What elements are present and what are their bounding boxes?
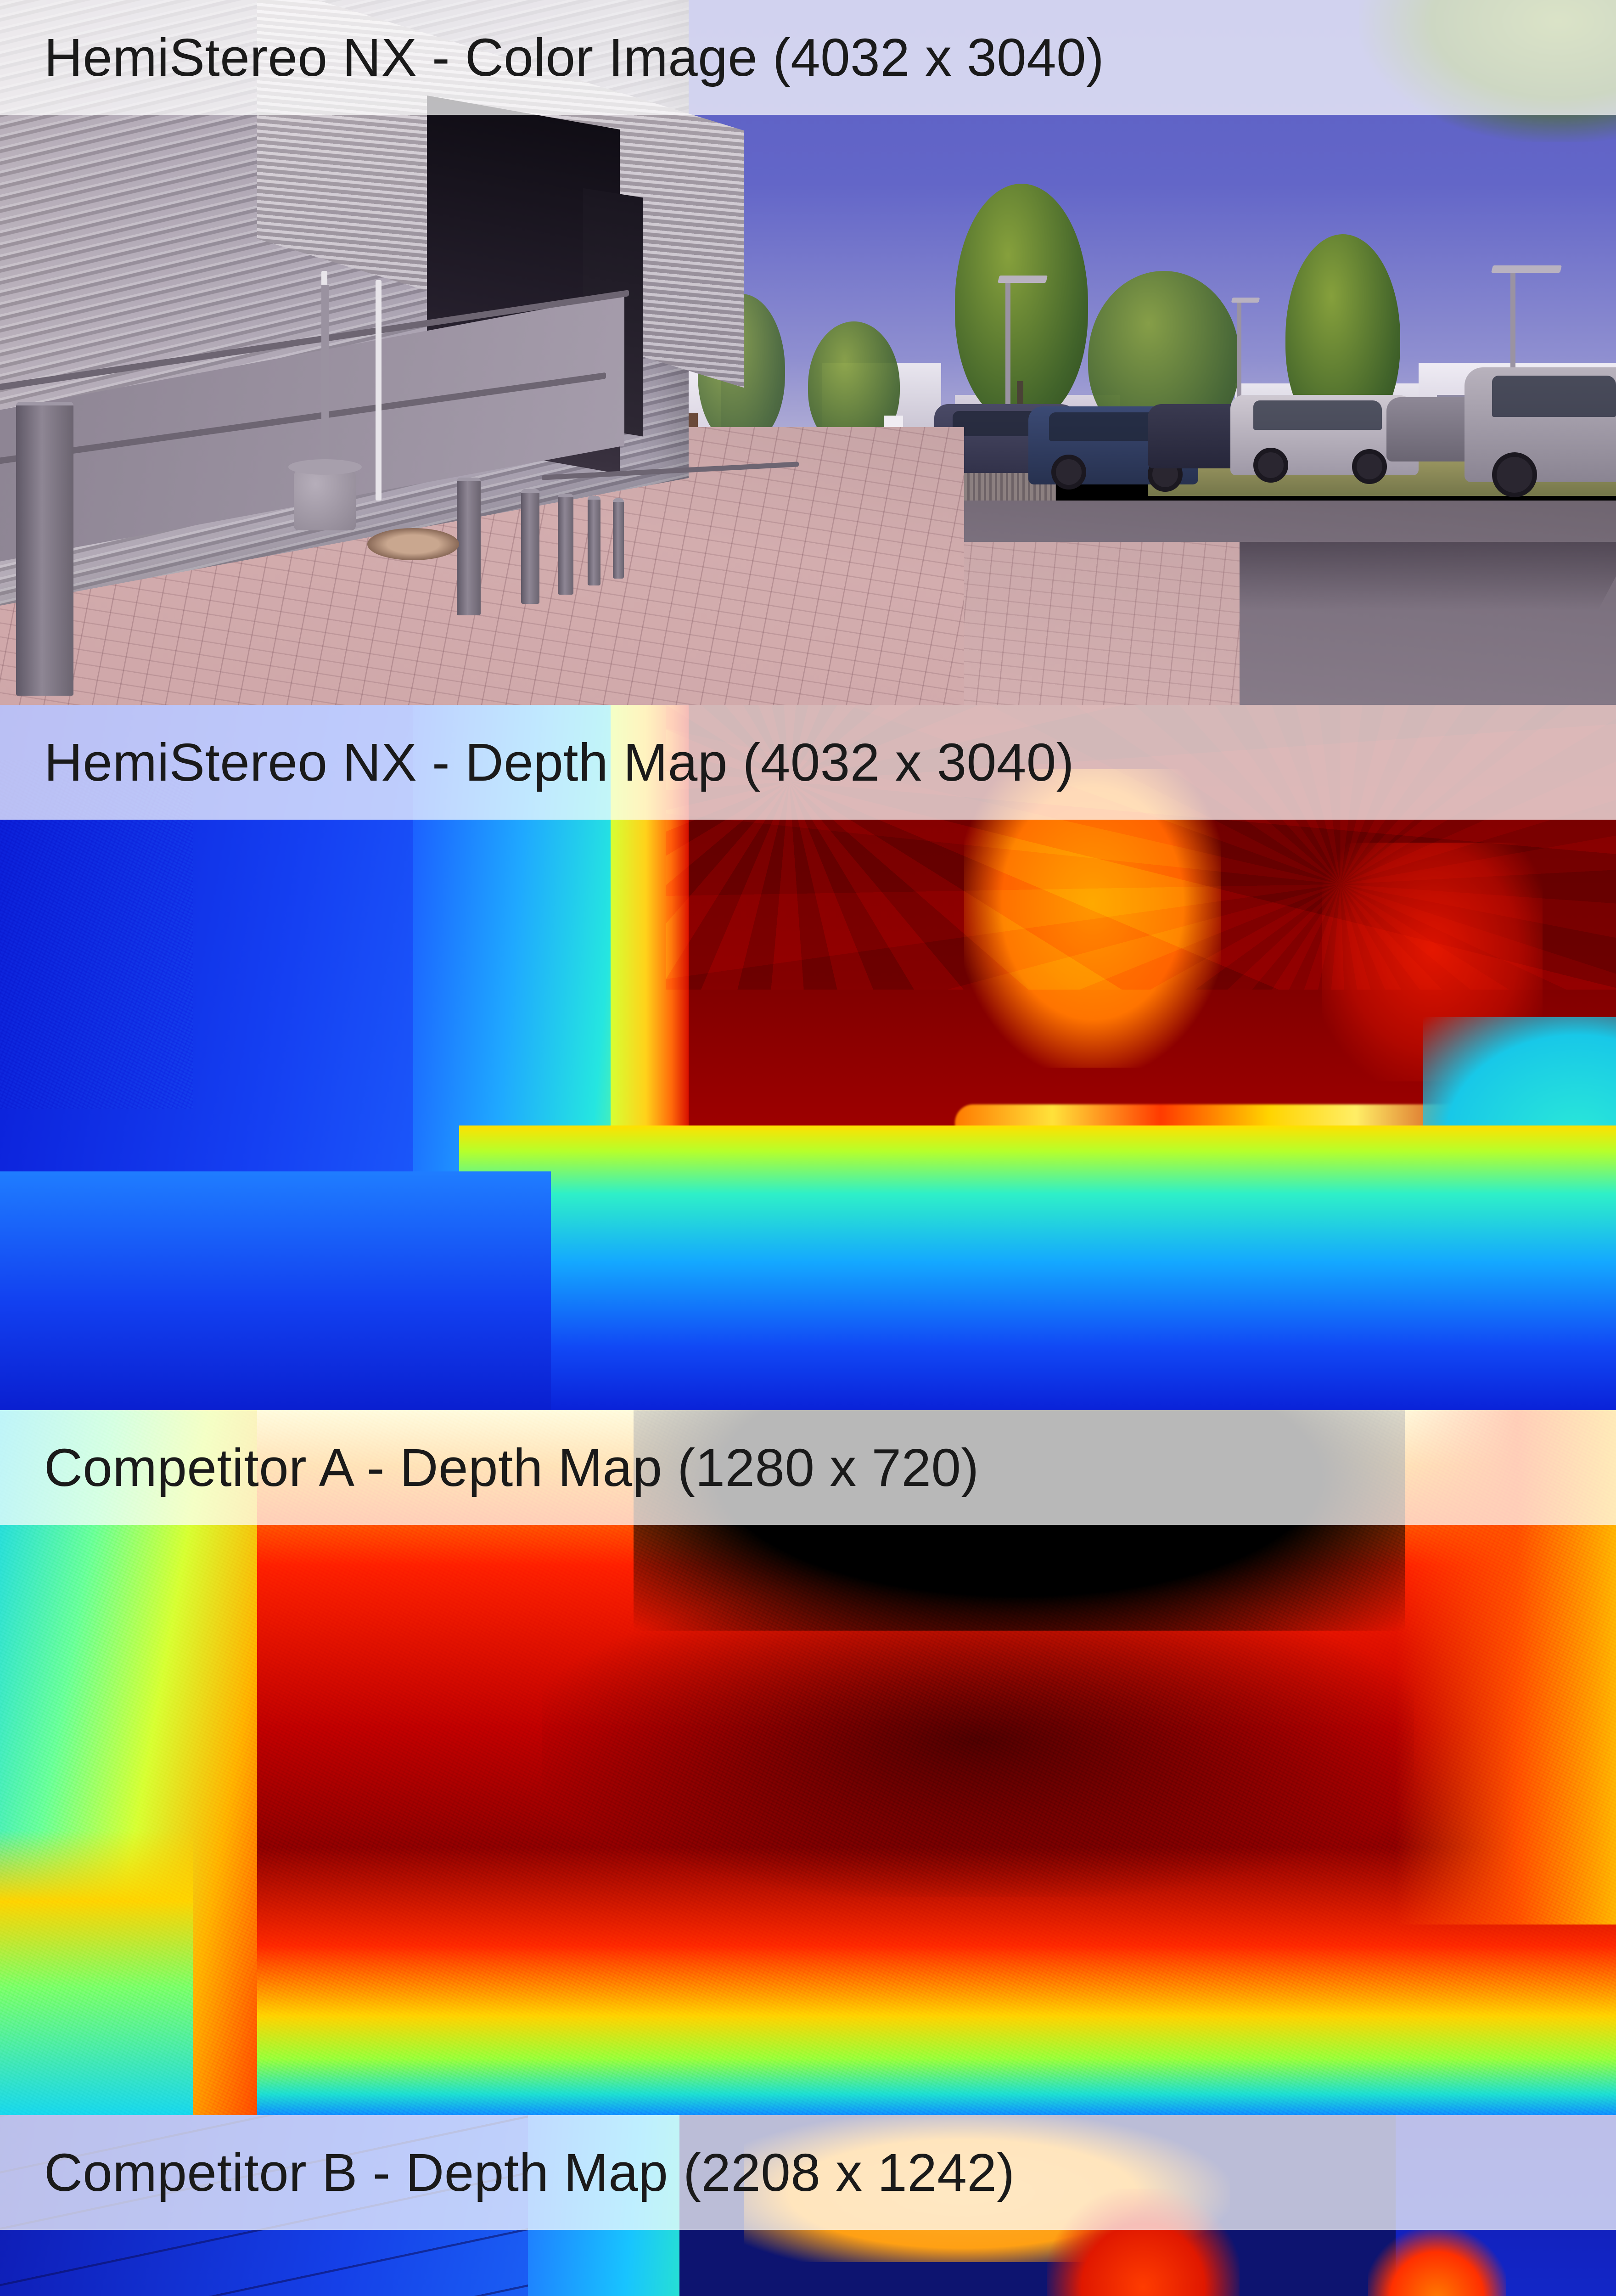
bollard-4 <box>558 494 573 595</box>
panel-label-color-image: HemiStereo NX - Color Image (4032 x 3040… <box>44 28 1105 87</box>
competitor-a-dark-midfield <box>542 1585 1414 1897</box>
white-pole-right <box>376 280 382 501</box>
car-wheel-wagon <box>1492 452 1537 497</box>
bollard-foreground <box>16 402 73 696</box>
manhole-cover <box>367 528 459 560</box>
panel-label-competitor-b: Competitor B - Depth Map (2208 x 1242) <box>44 2143 1015 2202</box>
street-lamp-pole-left <box>1005 280 1010 464</box>
competitor-a-noise <box>0 1410 1616 2115</box>
panel-color-image: HemiStereo NX - Color Image (4032 x 3040… <box>0 0 1616 705</box>
competitor-b-tree-far-right <box>1368 2230 1506 2296</box>
car-wheel-blue-left <box>1051 455 1086 490</box>
waste-bin-lid <box>288 459 362 475</box>
panel-competitor-a-depth: Competitor A - Depth Map (1280 x 720) <box>0 1410 1616 2115</box>
car-wheel-silver-right <box>1352 449 1387 484</box>
street-lamp-pole-right <box>1510 269 1515 425</box>
street-lamp-pole-mid <box>1237 301 1241 448</box>
panel-label-band-competitor-a: Competitor A - Depth Map (1280 x 720) <box>0 1410 1616 1525</box>
nx-depth-ground-left <box>0 1171 551 1410</box>
street-lamp-head-right <box>1491 265 1562 273</box>
panel-label-nx-depth: HemiStereo NX - Depth Map (4032 x 3040) <box>44 732 1074 792</box>
competitor-a-depth-canvas <box>0 1410 1616 2115</box>
competitor-a-left-ground <box>0 1830 193 2115</box>
panel-label-band-color: HemiStereo NX - Color Image (4032 x 3040… <box>0 0 1616 115</box>
street-lamp-head-mid <box>1231 298 1260 303</box>
bollard-3 <box>521 489 539 604</box>
bin-post <box>321 285 329 473</box>
bollard-6 <box>613 498 624 579</box>
panel-label-band-competitor-b: Competitor B - Depth Map (2208 x 1242) <box>0 2115 1616 2230</box>
car-wheel-silver-left <box>1253 448 1288 483</box>
bollard-5 <box>588 496 600 585</box>
bollard-2 <box>457 478 481 615</box>
car-window-wagon <box>1492 376 1616 417</box>
street-lamp-head-left <box>998 276 1048 283</box>
panel-competitor-b-depth: Competitor B - Depth Map (2208 x 1242) <box>0 2115 1616 2296</box>
panel-label-competitor-a: Competitor A - Depth Map (1280 x 720) <box>44 1438 979 1497</box>
waste-bin <box>294 468 356 530</box>
car-window-silver <box>1253 400 1382 430</box>
panel-label-band-nx: HemiStereo NX - Depth Map (4032 x 3040) <box>0 705 1616 820</box>
panel-hemistereo-nx-depth: HemiStereo NX - Depth Map (4032 x 3040) <box>0 705 1616 1410</box>
nx-depth-ground-plane <box>459 1125 1616 1410</box>
